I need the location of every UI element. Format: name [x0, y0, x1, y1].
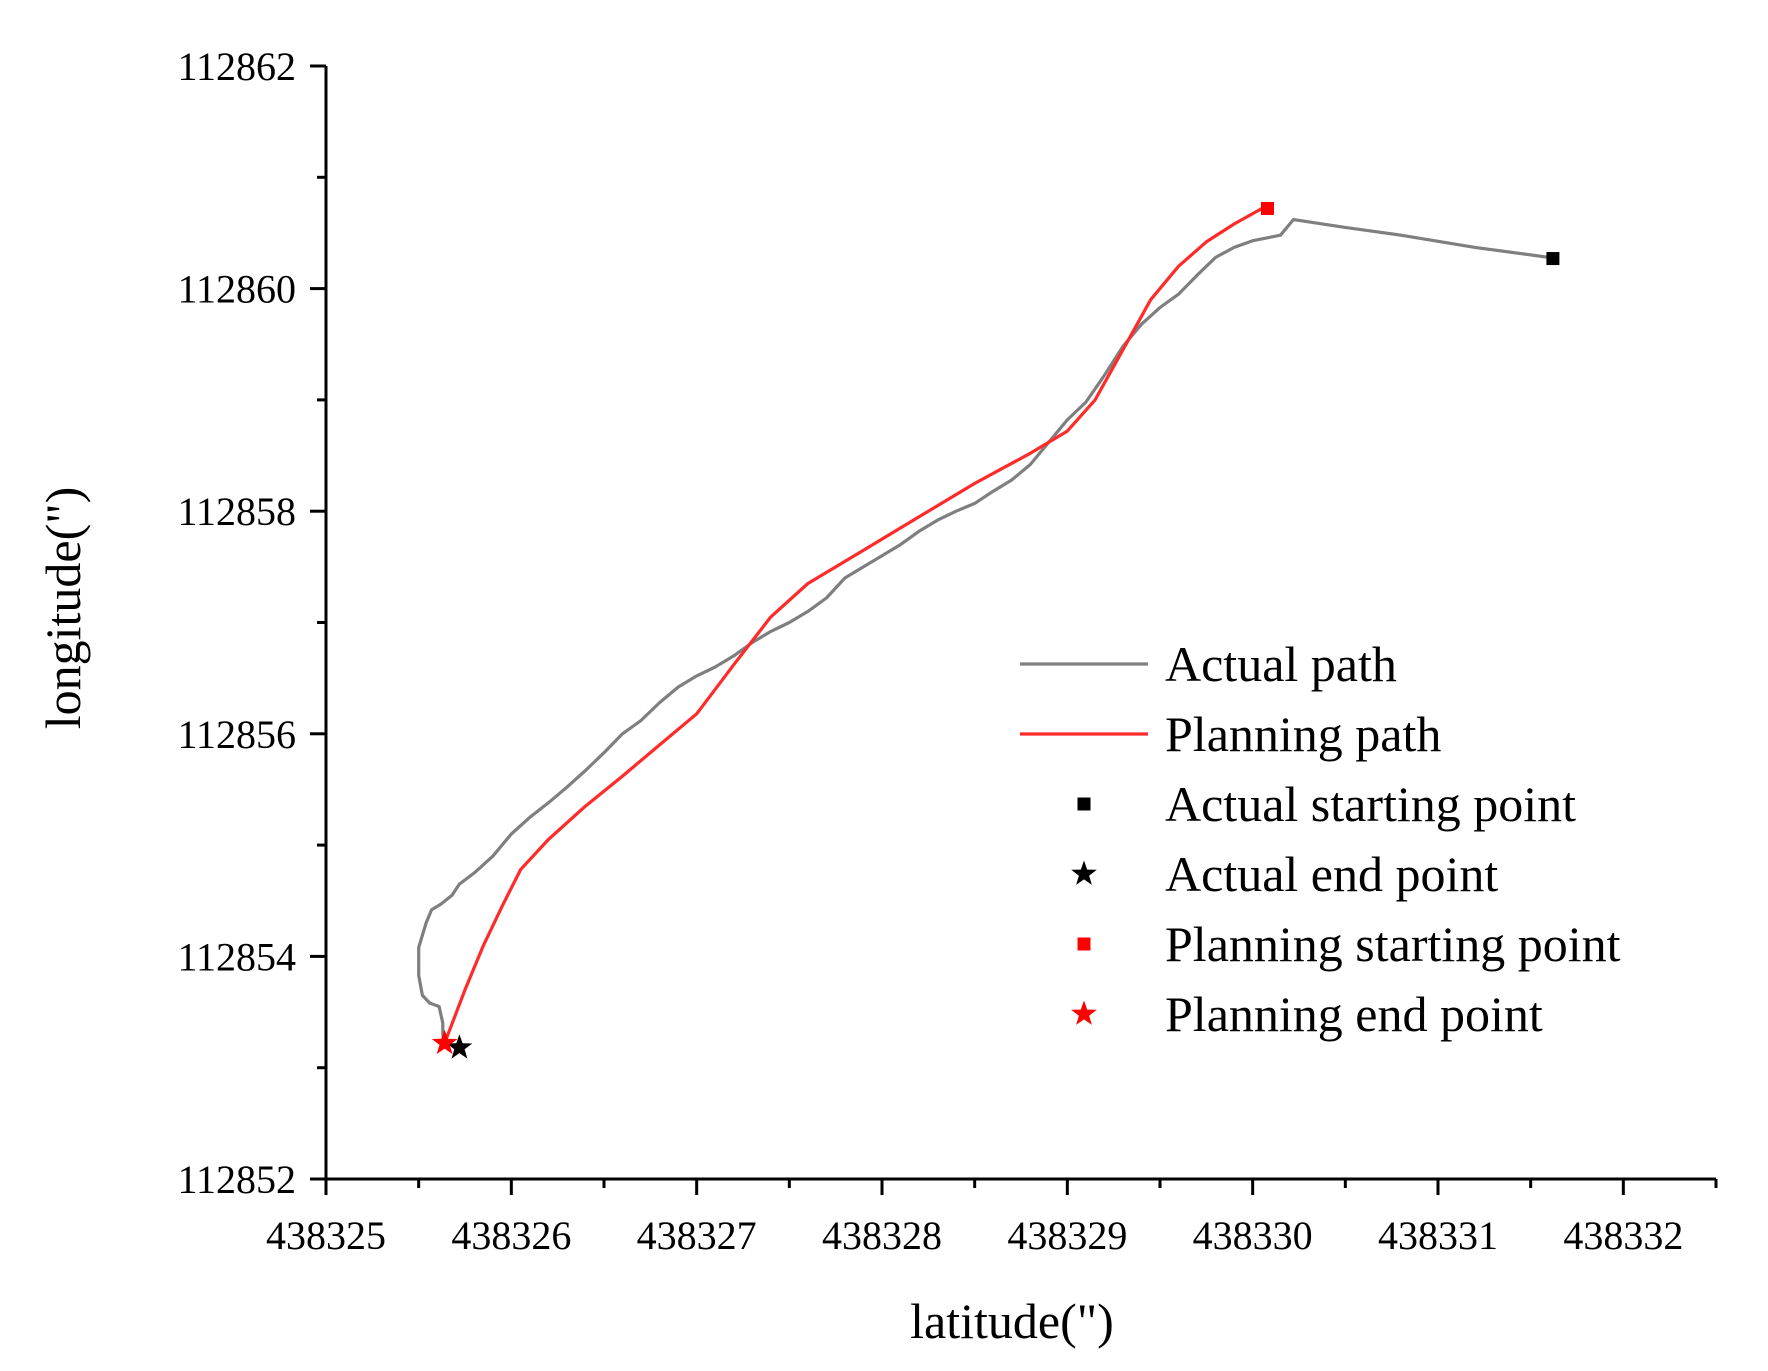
- legend-label-actual-path: Actual path: [1165, 636, 1397, 692]
- y-tick-label: 112856: [177, 712, 296, 757]
- legend-swatch-planning-starting-point: [1077, 937, 1091, 951]
- y-tick-label: 112860: [177, 267, 296, 312]
- y-tick-label: 112858: [177, 489, 296, 534]
- x-tick-label: 438329: [1007, 1213, 1127, 1258]
- legend-label-actual-end-point: Actual end point: [1165, 846, 1498, 902]
- x-tick-label: 438331: [1378, 1213, 1498, 1258]
- axes: 438325 438326 438327 438328 438329 438330 4383…: [177, 44, 1718, 1258]
- planning-starting-point-marker: [1260, 201, 1274, 215]
- legend: Actual path Planning path Actual starting …: [1020, 636, 1621, 1042]
- actual-path-line: [417, 218, 1551, 1048]
- legend-swatch-actual-starting-point: [1077, 797, 1091, 811]
- x-tick-label: 438328: [822, 1213, 942, 1258]
- legend-label-actual-starting-point: Actual starting point: [1165, 776, 1576, 832]
- legend-label-planning-starting-point: Planning starting point: [1165, 916, 1621, 972]
- planning-path-line: [443, 206, 1264, 1045]
- x-tick-label: 438325: [266, 1213, 386, 1258]
- y-tick-label: 112854: [177, 934, 296, 979]
- x-tick-label: 438330: [1193, 1213, 1313, 1258]
- legend-swatch-actual-end-point: [1071, 860, 1097, 885]
- plot-area: [417, 201, 1560, 1059]
- legend-swatch-planning-end-point: [1071, 1000, 1097, 1025]
- actual-starting-point-marker: [1546, 252, 1560, 266]
- legend-label-planning-end-point: Planning end point: [1165, 986, 1543, 1042]
- x-tick-label: 438327: [637, 1213, 757, 1258]
- x-tick-label: 438332: [1563, 1213, 1683, 1258]
- y-tick-label: 112852: [177, 1157, 296, 1202]
- y-tick-label: 112862: [177, 44, 296, 89]
- x-tick-label: 438326: [451, 1213, 571, 1258]
- x-axis-title: latitude("): [910, 1293, 1114, 1349]
- legend-label-planning-path: Planning path: [1165, 706, 1441, 762]
- planning-end-point-marker: [431, 1029, 458, 1055]
- actual-end-point-marker: [446, 1034, 473, 1059]
- y-axis-title: longitude("): [35, 487, 91, 730]
